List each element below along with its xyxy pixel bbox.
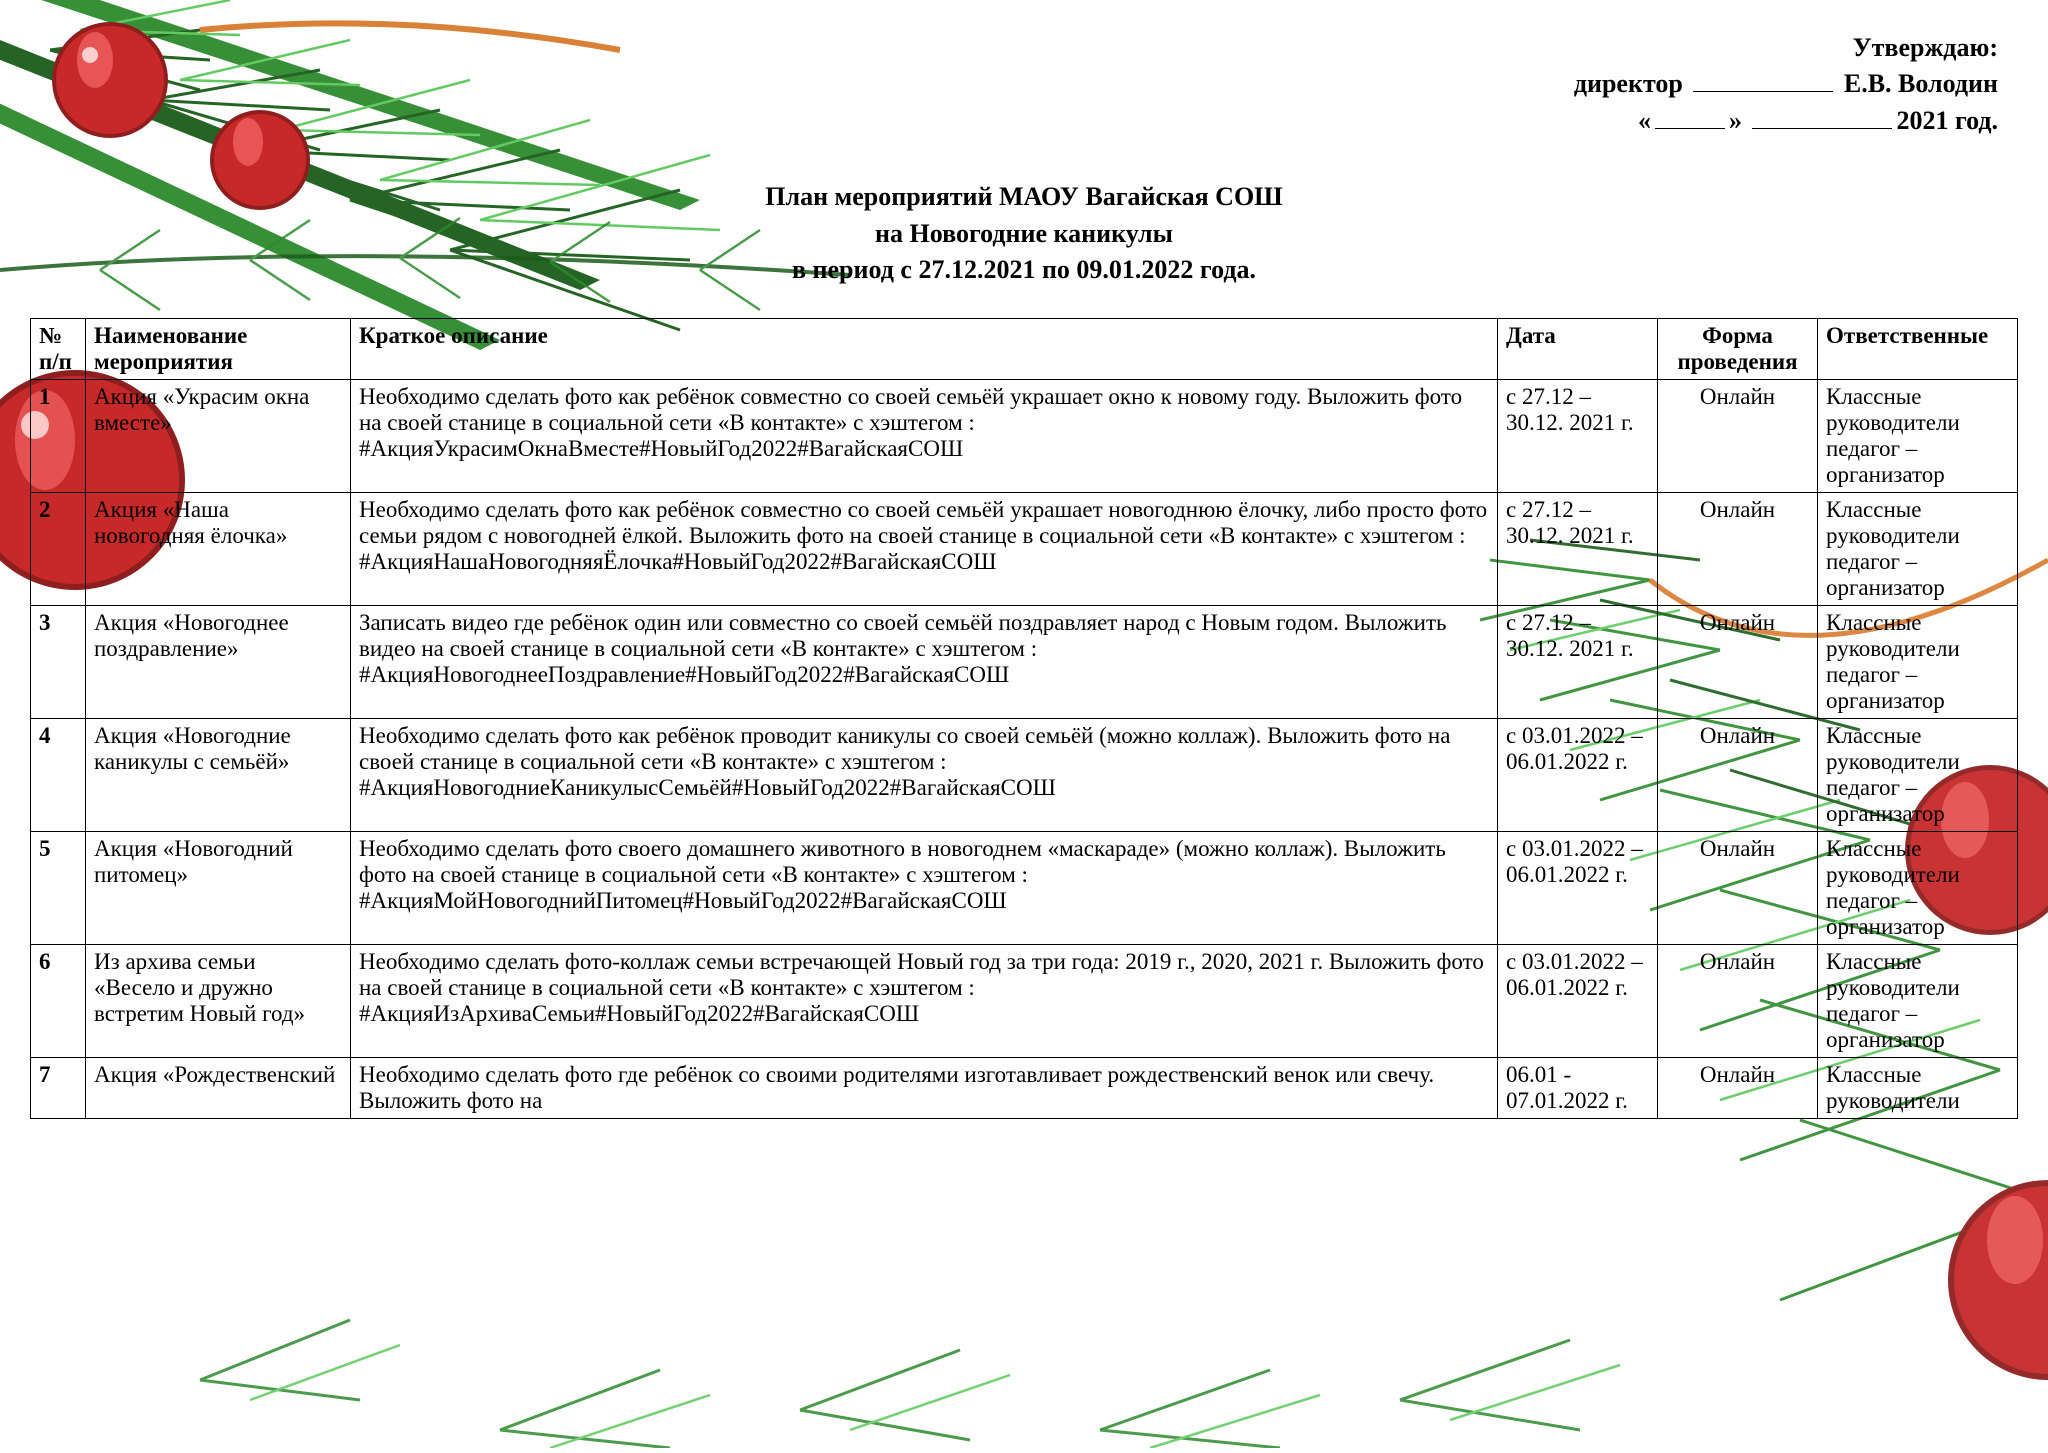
cell-name: Из архива семьи «Весело и дружно встрети… [86,945,351,1058]
cell-desc: Необходимо сделать фото как ребёнок совм… [351,380,1498,493]
table-row: 5Акция «Новогодний питомец»Необходимо сд… [31,832,2018,945]
director-name: Е.В. Володин [1844,69,1998,98]
date-day-line [1655,128,1725,129]
cell-resp: Классные руководители педагог – организа… [1818,945,2018,1058]
cell-date: 06.01 - 07.01.2022 г. [1498,1058,1658,1119]
table-row: 6Из архива семьи «Весело и дружно встрет… [31,945,2018,1058]
table-row: 1Акция «Украсим окна вместе»Необходимо с… [31,380,2018,493]
table-row: 4Акция «Новогодние каникулы с семьёй»Нео… [31,719,2018,832]
cell-resp: Классные руководители педагог – организа… [1818,493,2018,606]
signature-line [1693,91,1833,92]
header-name: Наименование мероприятия [86,319,351,380]
cell-desc: Записать видео где ребёнок один или совм… [351,606,1498,719]
cell-resp: Классные руководители [1818,1058,2018,1119]
cell-desc: Необходимо сделать фото как ребёнок пров… [351,719,1498,832]
cell-num: 1 [31,380,86,493]
cell-name: Акция «Украсим окна вместе» [86,380,351,493]
date-month-line [1752,128,1892,129]
header-form: Форма проведения [1658,319,1818,380]
approve-label: Утверждаю: [30,30,1998,66]
header-resp: Ответственные [1818,319,2018,380]
cell-name: Акция «Новогодний питомец» [86,832,351,945]
cell-resp: Классные руководители педагог – организа… [1818,380,2018,493]
year-suffix: 2021 год. [1896,106,1998,135]
header-desc: Краткое описание [351,319,1498,380]
document-title: План мероприятий МАОУ Вагайская СОШ на Н… [30,179,2018,288]
cell-num: 3 [31,606,86,719]
cell-form: Онлайн [1658,945,1818,1058]
cell-date: с 27.12 – 30.12. 2021 г. [1498,380,1658,493]
cell-date: с 03.01.2022 – 06.01.2022 г. [1498,832,1658,945]
cell-desc: Необходимо сделать фото как ребёнок совм… [351,493,1498,606]
cell-num: 7 [31,1058,86,1119]
cell-num: 4 [31,719,86,832]
cell-date: с 03.01.2022 – 06.01.2022 г. [1498,945,1658,1058]
cell-name: Акция «Новогоднее поздравление» [86,606,351,719]
cell-name: Акция «Наша новогодняя ёлочка» [86,493,351,606]
cell-resp: Классные руководители педагог – организа… [1818,606,2018,719]
cell-date: с 27.12 – 30.12. 2021 г. [1498,606,1658,719]
table-row: 7Акция «РождественскийНеобходимо сделать… [31,1058,2018,1119]
cell-name: Акция «Новогодние каникулы с семьёй» [86,719,351,832]
cell-date: с 03.01.2022 – 06.01.2022 г. [1498,719,1658,832]
title-line-1: План мероприятий МАОУ Вагайская СОШ [30,179,2018,215]
table-header-row: № п/п Наименование мероприятия Краткое о… [31,319,2018,380]
director-label: директор [1574,69,1683,98]
approval-block: Утверждаю: директор Е.В. Володин «» 2021… [30,30,2018,139]
title-line-2: на Новогодние каникулы [30,216,2018,252]
cell-form: Онлайн [1658,719,1818,832]
title-line-3: в период с 27.12.2021 по 09.01.2022 года… [30,252,2018,288]
cell-desc: Необходимо сделать фото где ребёнок со с… [351,1058,1498,1119]
header-date: Дата [1498,319,1658,380]
cell-desc: Необходимо сделать фото-коллаж семьи вст… [351,945,1498,1058]
cell-form: Онлайн [1658,493,1818,606]
header-num: № п/п [31,319,86,380]
cell-form: Онлайн [1658,380,1818,493]
cell-num: 5 [31,832,86,945]
table-row: 3Акция «Новогоднее поздравление»Записать… [31,606,2018,719]
cell-form: Онлайн [1658,1058,1818,1119]
events-table: № п/п Наименование мероприятия Краткое о… [30,318,2018,1119]
cell-desc: Необходимо сделать фото своего домашнего… [351,832,1498,945]
cell-num: 6 [31,945,86,1058]
table-row: 2Акция «Наша новогодняя ёлочка»Необходим… [31,493,2018,606]
cell-name: Акция «Рождественский [86,1058,351,1119]
cell-resp: Классные руководители педагог – организа… [1818,832,2018,945]
cell-resp: Классные руководители педагог – организа… [1818,719,2018,832]
cell-date: с 27.12 – 30.12. 2021 г. [1498,493,1658,606]
cell-form: Онлайн [1658,606,1818,719]
cell-num: 2 [31,493,86,606]
cell-form: Онлайн [1658,832,1818,945]
